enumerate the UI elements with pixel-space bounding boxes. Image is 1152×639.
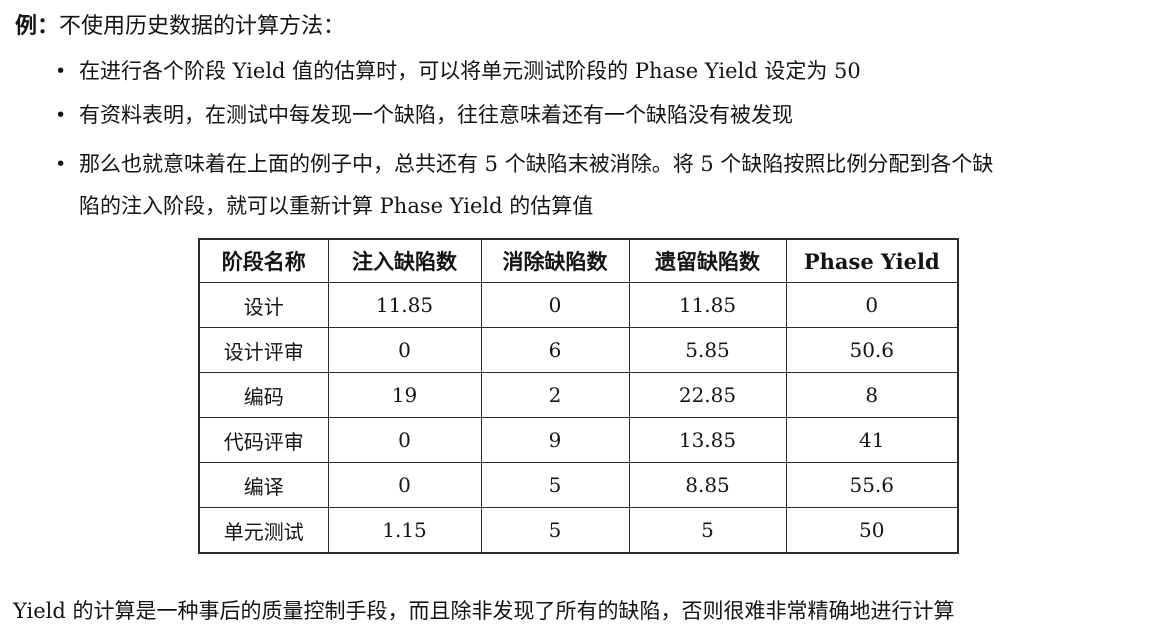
cell-phase-name: 编译: [198, 462, 329, 508]
cell-phase-name: 设计: [198, 282, 329, 328]
table-row: 设计 11.85 0 11.85 0: [198, 282, 959, 328]
cell-injected: 11.85: [327, 282, 482, 328]
cell-injected: 0: [327, 417, 482, 463]
cell-remaining: 22.85: [628, 372, 787, 418]
column-header-injected: 注入缺陷数: [327, 238, 482, 283]
footer-note: Yield 的计算是一种事后的质量控制手段，而且除非发现了所有的缺陷，否则很难非…: [13, 599, 955, 623]
cell-removed: 5: [480, 507, 630, 554]
table-row: 编码 19 2 22.85 8: [198, 372, 959, 418]
cell-phase-name: 编码: [198, 372, 329, 418]
cell-removed: 6: [480, 327, 630, 373]
cell-phase-name: 代码评审: [198, 417, 329, 463]
list-item: • 在进行各个阶段 Yield 值的估算时，可以将单元测试阶段的 Phase Y…: [55, 56, 861, 86]
column-header-remaining: 遗留缺陷数: [628, 238, 787, 283]
table-row: 代码评审 0 9 13.85 41: [198, 417, 959, 463]
bullet-icon: •: [55, 104, 67, 126]
table-header-row: 阶段名称 注入缺陷数 消除缺陷数 遗留缺陷数 Phase Yield: [198, 238, 959, 283]
yield-table: 阶段名称 注入缺陷数 消除缺陷数 遗留缺陷数 Phase Yield 设计 11…: [198, 238, 959, 554]
cell-yield: 0: [785, 282, 959, 328]
list-item: • 那么也就意味着在上面的例子中，总共还有 5 个缺陷末被消除。将 5 个缺陷按…: [55, 143, 993, 227]
list-item-text-line1: 那么也就意味着在上面的例子中，总共还有 5 个缺陷末被消除。将 5 个缺陷按照比…: [79, 152, 994, 176]
example-heading-prefix: 例：: [15, 13, 60, 39]
table-row: 单元测试 1.15 5 5 50: [198, 507, 959, 554]
list-item: • 有资料表明，在测试中每发现一个缺陷，往往意味着还有一个缺陷没有被发现: [55, 100, 793, 130]
cell-injected: 1.15: [327, 507, 482, 554]
cell-remaining: 13.85: [628, 417, 787, 463]
cell-phase-name: 设计评审: [198, 327, 329, 373]
column-header-phase-yield: Phase Yield: [785, 238, 959, 283]
bullet-icon: •: [55, 60, 67, 82]
cell-remaining: 5.85: [628, 327, 787, 373]
list-item-text-line2: 陷的注入阶段，就可以重新计算 Phase Yield 的估算值: [79, 194, 594, 218]
cell-injected: 0: [327, 462, 482, 508]
cell-yield: 50: [785, 507, 959, 554]
bullet-icon: •: [55, 153, 67, 175]
cell-yield: 41: [785, 417, 959, 463]
list-item-text: 在进行各个阶段 Yield 值的估算时，可以将单元测试阶段的 Phase Yie…: [79, 59, 861, 83]
cell-phase-name: 单元测试: [198, 507, 329, 554]
cell-removed: 5: [480, 462, 630, 508]
cell-injected: 0: [327, 327, 482, 373]
list-item-text: 有资料表明，在测试中每发现一个缺陷，往往意味着还有一个缺陷没有被发现: [79, 103, 793, 127]
example-heading: 例：不使用历史数据的计算方法：: [15, 8, 345, 40]
cell-remaining: 5: [628, 507, 787, 554]
cell-remaining: 11.85: [628, 282, 787, 328]
table-row: 设计评审 0 6 5.85 50.6: [198, 327, 959, 373]
column-header-phase-name: 阶段名称: [198, 238, 329, 283]
cell-remaining: 8.85: [628, 462, 787, 508]
cell-yield: 55.6: [785, 462, 959, 508]
cell-yield: 8: [785, 372, 959, 418]
cell-yield: 50.6: [785, 327, 959, 373]
example-heading-text: 不使用历史数据的计算方法：: [59, 14, 346, 39]
table-row: 编译 0 5 8.85 55.6: [198, 462, 959, 508]
cell-removed: 9: [480, 417, 630, 463]
cell-injected: 19: [327, 372, 482, 418]
column-header-removed: 消除缺陷数: [480, 238, 630, 283]
cell-removed: 0: [480, 282, 630, 328]
cell-removed: 2: [480, 372, 630, 418]
